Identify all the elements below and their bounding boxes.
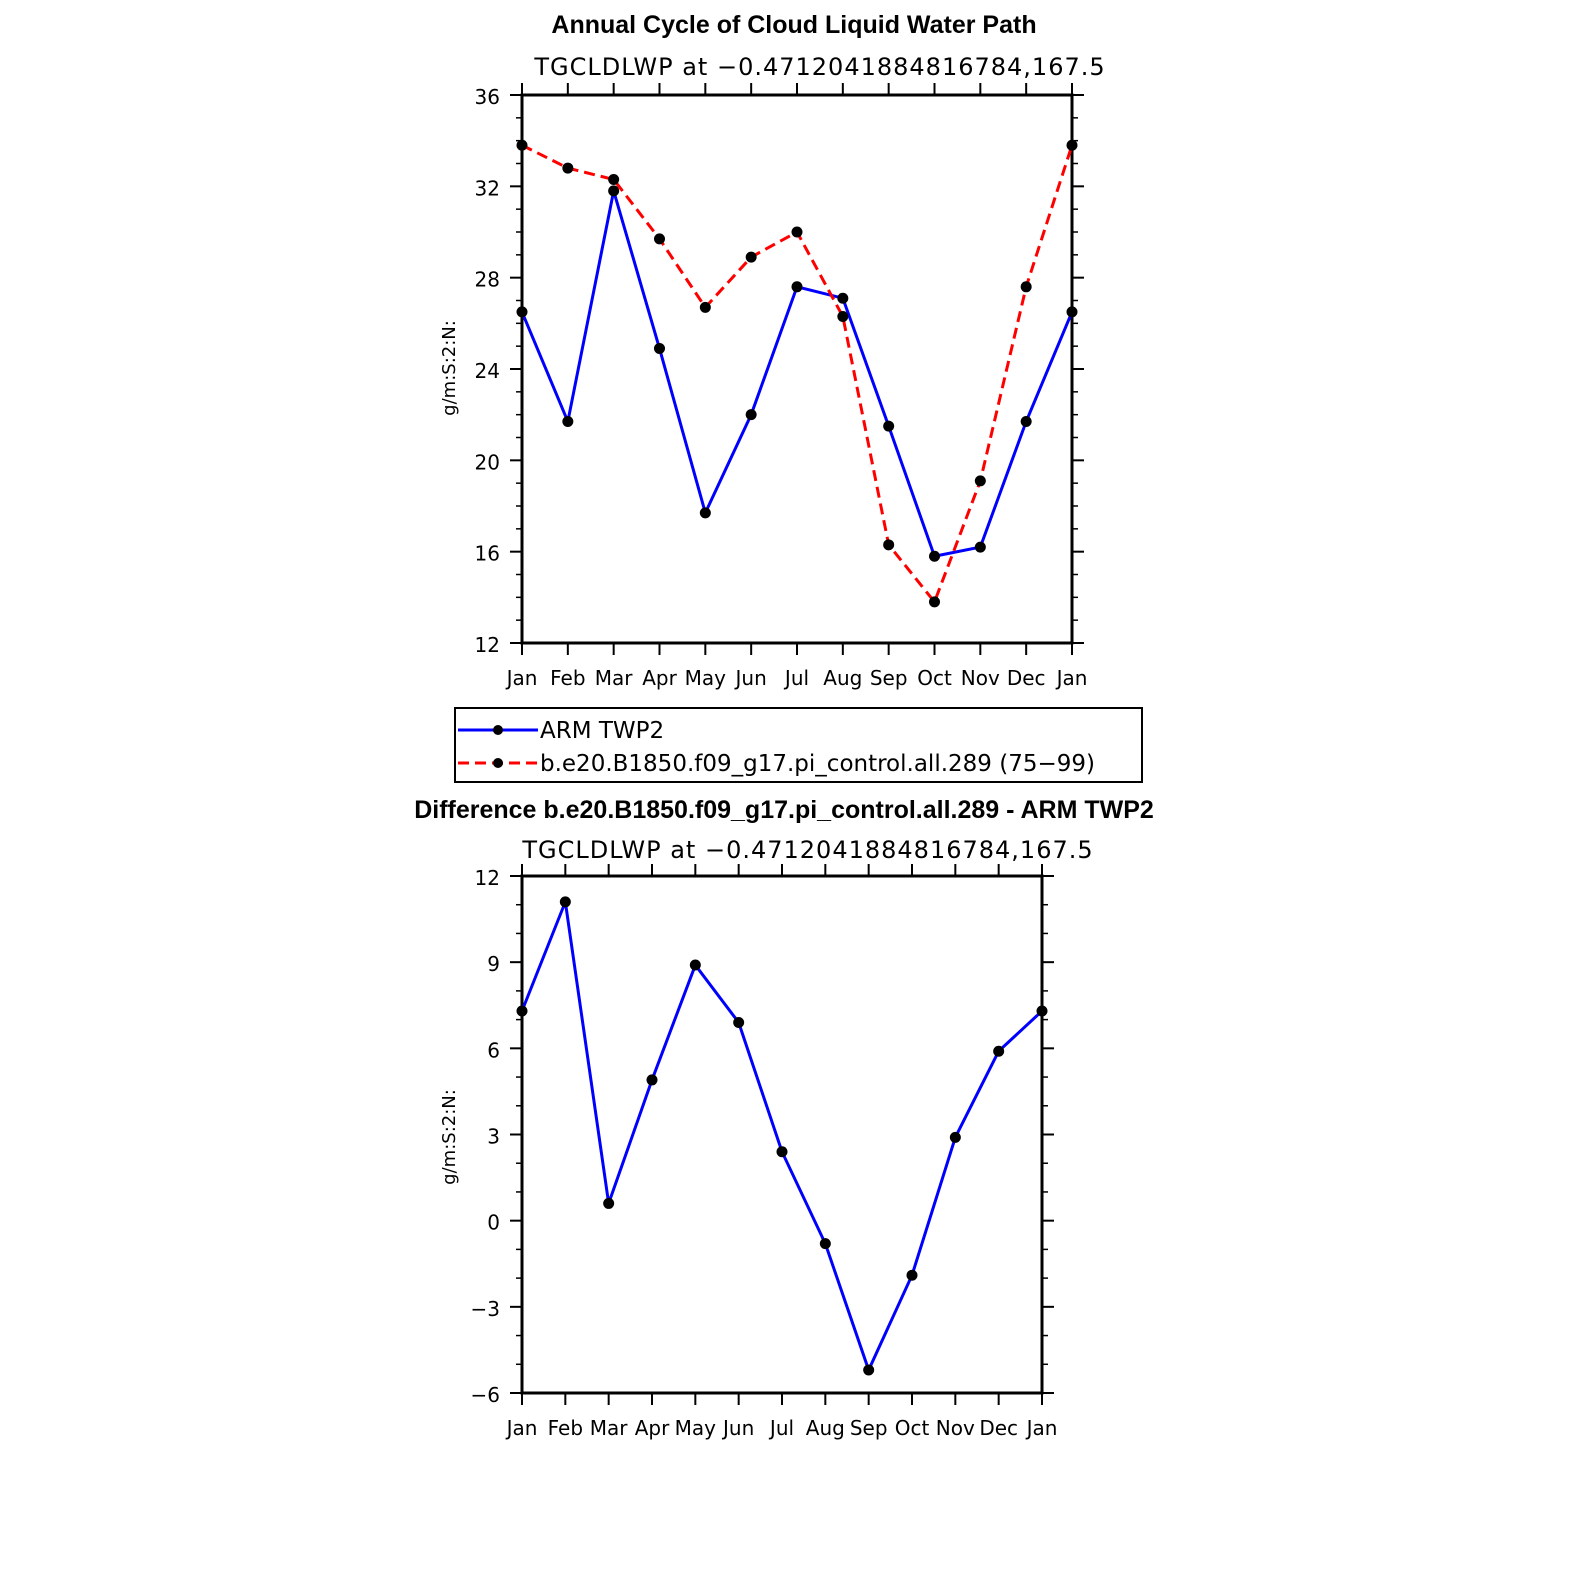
chart1-point-0 (608, 185, 620, 197)
chart1-plot: Jan Feb Mar Apr May Jun Jul Aug Sep Oct Nov Dec Jan 3… (475, 83, 1088, 690)
chart1-xtick-label: Jan (505, 666, 538, 690)
chart1-point-1 (654, 233, 665, 245)
chart2-ytick-label: 3 (487, 1125, 500, 1149)
chart2-xtick-label: Nov (936, 1416, 975, 1440)
chart1-point-1 (1020, 281, 1032, 293)
chart1-point-0 (974, 541, 986, 553)
chart1-ytick-label: 28 (475, 268, 500, 292)
chart1-series-line-1 (521, 143, 1074, 605)
chart2-point-0 (819, 1238, 831, 1250)
chart1-point-0 (1066, 306, 1078, 318)
chart1-point-1 (974, 475, 986, 487)
chart2-ytick-label: −3 (471, 1297, 500, 1321)
chart1-xtick-label: Aug (823, 666, 862, 690)
legend-box (454, 707, 1143, 783)
legend-label-arm: ARM TWP2 (540, 718, 664, 744)
chart2-ylabel: g/m:S:2:N: (439, 1089, 460, 1185)
chart1-xtick-label: Apr (642, 666, 677, 690)
chart2-point-0 (733, 1016, 745, 1028)
chart1-point-1 (699, 301, 711, 313)
chart1-point-0 (883, 420, 895, 432)
chart1-point-1 (837, 310, 849, 322)
chart1-point-0 (929, 550, 940, 562)
chart1-ylabel: g/m:S:2:N: (439, 320, 460, 416)
chart1-ytick-label: 32 (475, 176, 500, 200)
chart2-subtitle: TGCLDLWP at −0.4712041884816784,167.5 (521, 836, 1093, 864)
chart2-point-0 (949, 1131, 961, 1143)
chart2-xtick-label: Aug (806, 1416, 845, 1440)
chart2-xtick-label: Jan (1025, 1416, 1058, 1440)
chart1-xtick-label: Jul (783, 666, 809, 690)
chart2-xtick-label: Jan (505, 1416, 538, 1440)
chart1-ytick-label: 36 (475, 85, 500, 109)
chart1-xtick-label: May (685, 666, 727, 690)
chart1-point-0 (516, 306, 528, 318)
chart2-point-0 (993, 1045, 1005, 1057)
chart2-point-0 (516, 1005, 528, 1017)
chart1-point-1 (1066, 139, 1078, 151)
chart1-point-1 (562, 162, 574, 174)
chart2-xtick-label: Mar (590, 1416, 629, 1440)
chart2-point-0 (646, 1074, 658, 1086)
chart2-plot: Jan Feb Mar Apr May Jun Jul Aug Sep Oct Nov Dec Jan 1… (471, 864, 1058, 1440)
chart2-xtick-label: Apr (635, 1416, 670, 1440)
chart2-ytick-label: 0 (487, 1211, 500, 1235)
chart2-point-0 (1036, 1005, 1048, 1017)
chart2-xtick-label: May (675, 1416, 717, 1440)
chart2-point-0 (559, 896, 571, 908)
chart1-title: Annual Cycle of Cloud Liquid Water Path (551, 11, 1036, 39)
chart1-subtitle: TGCLDLWP at −0.4712041884816784,167.5 (533, 53, 1105, 81)
legend-label-model: b.e20.B1850.f09_g17.pi_control.all.289 (… (540, 751, 1095, 777)
chart2-xtick-label: Oct (895, 1416, 930, 1440)
chart1-point-1 (516, 139, 528, 151)
chart2-series-line-0 (520, 896, 1044, 1375)
chart1-xtick-label: Jun (734, 666, 767, 690)
chart1-xtick-label: Sep (870, 666, 908, 690)
chart2-xtick-label: Jul (768, 1416, 794, 1440)
chart1-xtick-label: Mar (595, 666, 634, 690)
chart2-ytick-label: 9 (487, 952, 500, 976)
chart1-point-0 (791, 281, 803, 293)
chart1-series-line-0 (520, 190, 1074, 558)
chart2-point-0 (776, 1146, 788, 1158)
legend-marker-arm (493, 725, 503, 735)
chart1-xtick-label: Oct (917, 666, 952, 690)
legend: ARM TWP2 b.e20.B1850.f09_g17.pi_control.… (454, 707, 1143, 783)
chart1-point-1 (608, 173, 620, 185)
chart1-point-1 (883, 539, 895, 551)
chart1-point-1 (791, 226, 803, 238)
chart1-point-0 (745, 409, 757, 421)
chart1-xtick-label: Nov (961, 666, 1000, 690)
chart2-point-0 (906, 1269, 918, 1281)
chart2-xtick-label: Jun (721, 1416, 754, 1440)
chart1-ytick-label: 20 (475, 450, 500, 474)
chart1-point-1 (929, 596, 940, 608)
chart2-ytick-label: −6 (471, 1383, 500, 1407)
chart1-point-1 (745, 251, 757, 263)
chart1-point-0 (699, 507, 711, 519)
legend-marker-model (493, 758, 503, 768)
chart2-ytick-label: 12 (475, 866, 500, 890)
chart2-xtick-label: Dec (979, 1416, 1018, 1440)
chart1-ytick-label: 12 (475, 633, 500, 657)
chart1-xtick-label: Feb (550, 666, 585, 690)
chart1-ytick-label: 16 (475, 542, 500, 566)
chart2-point-0 (689, 959, 701, 971)
chart2-point-0 (863, 1364, 875, 1376)
chart1-ytick-label: 24 (475, 359, 500, 383)
chart1-point-0 (654, 342, 665, 354)
chart2-xtick-label: Sep (850, 1416, 888, 1440)
chart1-point-0 (837, 292, 849, 304)
chart2-point-0 (603, 1197, 615, 1209)
chart1-point-0 (562, 416, 574, 428)
chart2-xtick-label: Feb (548, 1416, 583, 1440)
chart1-xtick-label: Dec (1007, 666, 1046, 690)
chart2-ytick-label: 6 (487, 1038, 500, 1062)
chart1-xtick-label: Jan (1055, 666, 1088, 690)
chart2-title: Difference b.e20.B1850.f09_g17.pi_contro… (414, 796, 1154, 824)
chart1-point-0 (1020, 416, 1032, 428)
